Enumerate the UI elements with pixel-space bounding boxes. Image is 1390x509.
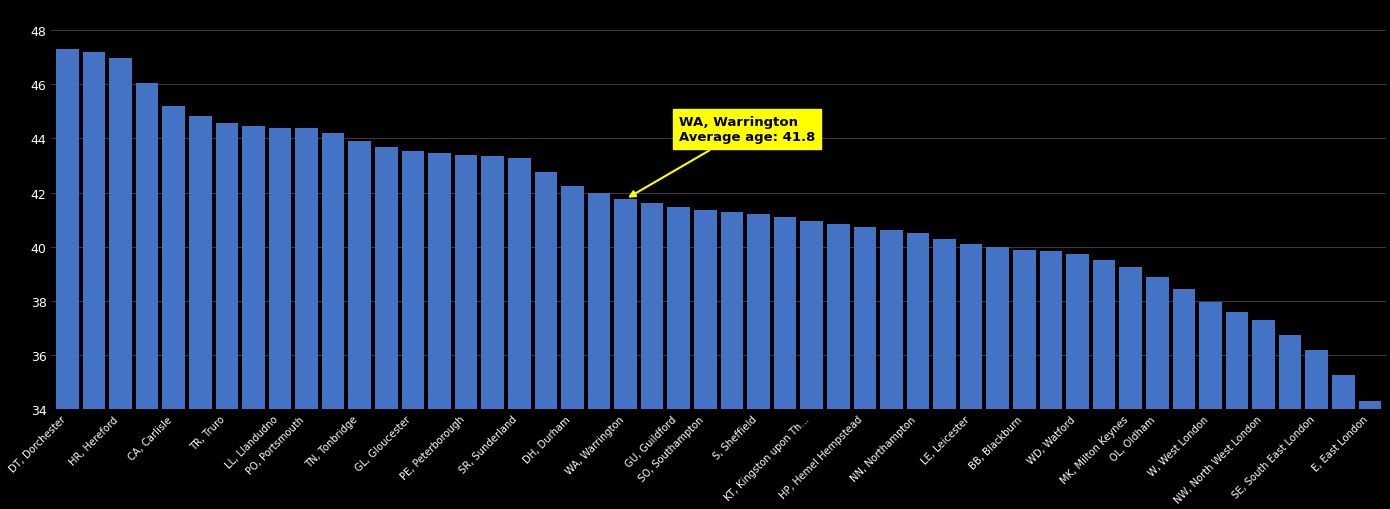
Bar <box>1252 321 1275 509</box>
Bar <box>136 84 158 509</box>
Bar <box>667 208 689 509</box>
Bar <box>694 211 717 509</box>
Bar <box>588 193 610 509</box>
Bar <box>720 213 744 509</box>
Bar <box>748 214 770 509</box>
Bar <box>1066 254 1088 509</box>
Bar <box>110 59 132 509</box>
Bar <box>960 245 983 509</box>
Bar <box>774 217 796 509</box>
Bar <box>1173 289 1195 509</box>
Bar <box>562 186 584 509</box>
Bar <box>1145 277 1169 509</box>
Bar <box>189 117 211 509</box>
Bar <box>853 228 876 509</box>
Bar <box>322 133 345 509</box>
Bar <box>880 231 902 509</box>
Bar <box>1040 251 1062 509</box>
Bar <box>801 222 823 509</box>
Bar <box>268 128 292 509</box>
Bar <box>1226 312 1248 509</box>
Bar <box>1305 351 1327 509</box>
Bar <box>1358 401 1382 509</box>
Bar <box>987 247 1009 509</box>
Bar <box>535 173 557 509</box>
Bar <box>428 154 450 509</box>
Bar <box>1332 375 1355 509</box>
Bar <box>481 157 505 509</box>
Bar <box>375 148 398 509</box>
Bar <box>82 53 106 509</box>
Bar <box>641 204 663 509</box>
Bar <box>906 234 930 509</box>
Bar <box>614 200 637 509</box>
Bar <box>455 155 477 509</box>
Bar <box>1119 268 1143 509</box>
Bar <box>1279 335 1301 509</box>
Bar <box>56 50 79 509</box>
Bar <box>349 142 371 509</box>
Bar <box>1093 260 1115 509</box>
Bar <box>1200 302 1222 509</box>
Bar <box>163 106 185 509</box>
Bar <box>402 152 424 509</box>
Bar <box>215 124 238 509</box>
Bar <box>295 128 318 509</box>
Text: WA, Warrington
Average age: 41.8: WA, Warrington Average age: 41.8 <box>630 116 815 197</box>
Bar <box>827 225 849 509</box>
Bar <box>242 127 264 509</box>
Bar <box>1013 250 1036 509</box>
Bar <box>507 159 531 509</box>
Bar <box>933 239 956 509</box>
